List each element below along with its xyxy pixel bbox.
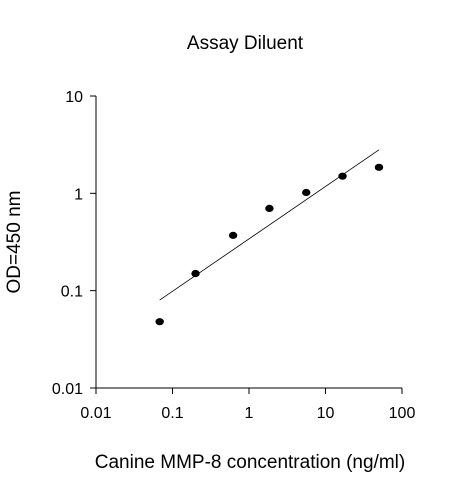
- y-tick-label: 0.01: [52, 381, 83, 398]
- y-tick-label: 1: [74, 186, 83, 203]
- data-point-2: [228, 231, 238, 239]
- data-point-1: [191, 269, 200, 278]
- plot-area: [95, 96, 402, 389]
- x-tick-label: 10: [317, 405, 335, 422]
- data-point-3: [265, 204, 274, 213]
- y-tick-label: 10: [65, 89, 83, 106]
- x-tick-label: 0.1: [161, 405, 183, 422]
- fit-line-group: [159, 149, 380, 301]
- y-axis-label: OD=450 nm: [4, 191, 25, 294]
- fit-line: [159, 149, 380, 301]
- data-point-6: [374, 163, 384, 171]
- data-point-5: [338, 172, 347, 180]
- data-points: [155, 163, 384, 326]
- y-ticks: 0.01 0.1 1 10: [52, 89, 96, 398]
- data-point-0: [155, 318, 164, 326]
- x-tick-label: 1: [245, 405, 254, 422]
- x-tick-label: 100: [389, 405, 416, 422]
- x-ticks: 0.01 0.1 1 10 100: [80, 388, 415, 422]
- x-axis-label: Canine MMP-8 concentration (ng/ml): [95, 452, 405, 473]
- data-point-4: [302, 188, 311, 197]
- chart-title: Assay Diluent: [187, 33, 304, 54]
- x-tick-label: 0.01: [80, 405, 111, 422]
- y-tick-label: 0.1: [61, 284, 83, 301]
